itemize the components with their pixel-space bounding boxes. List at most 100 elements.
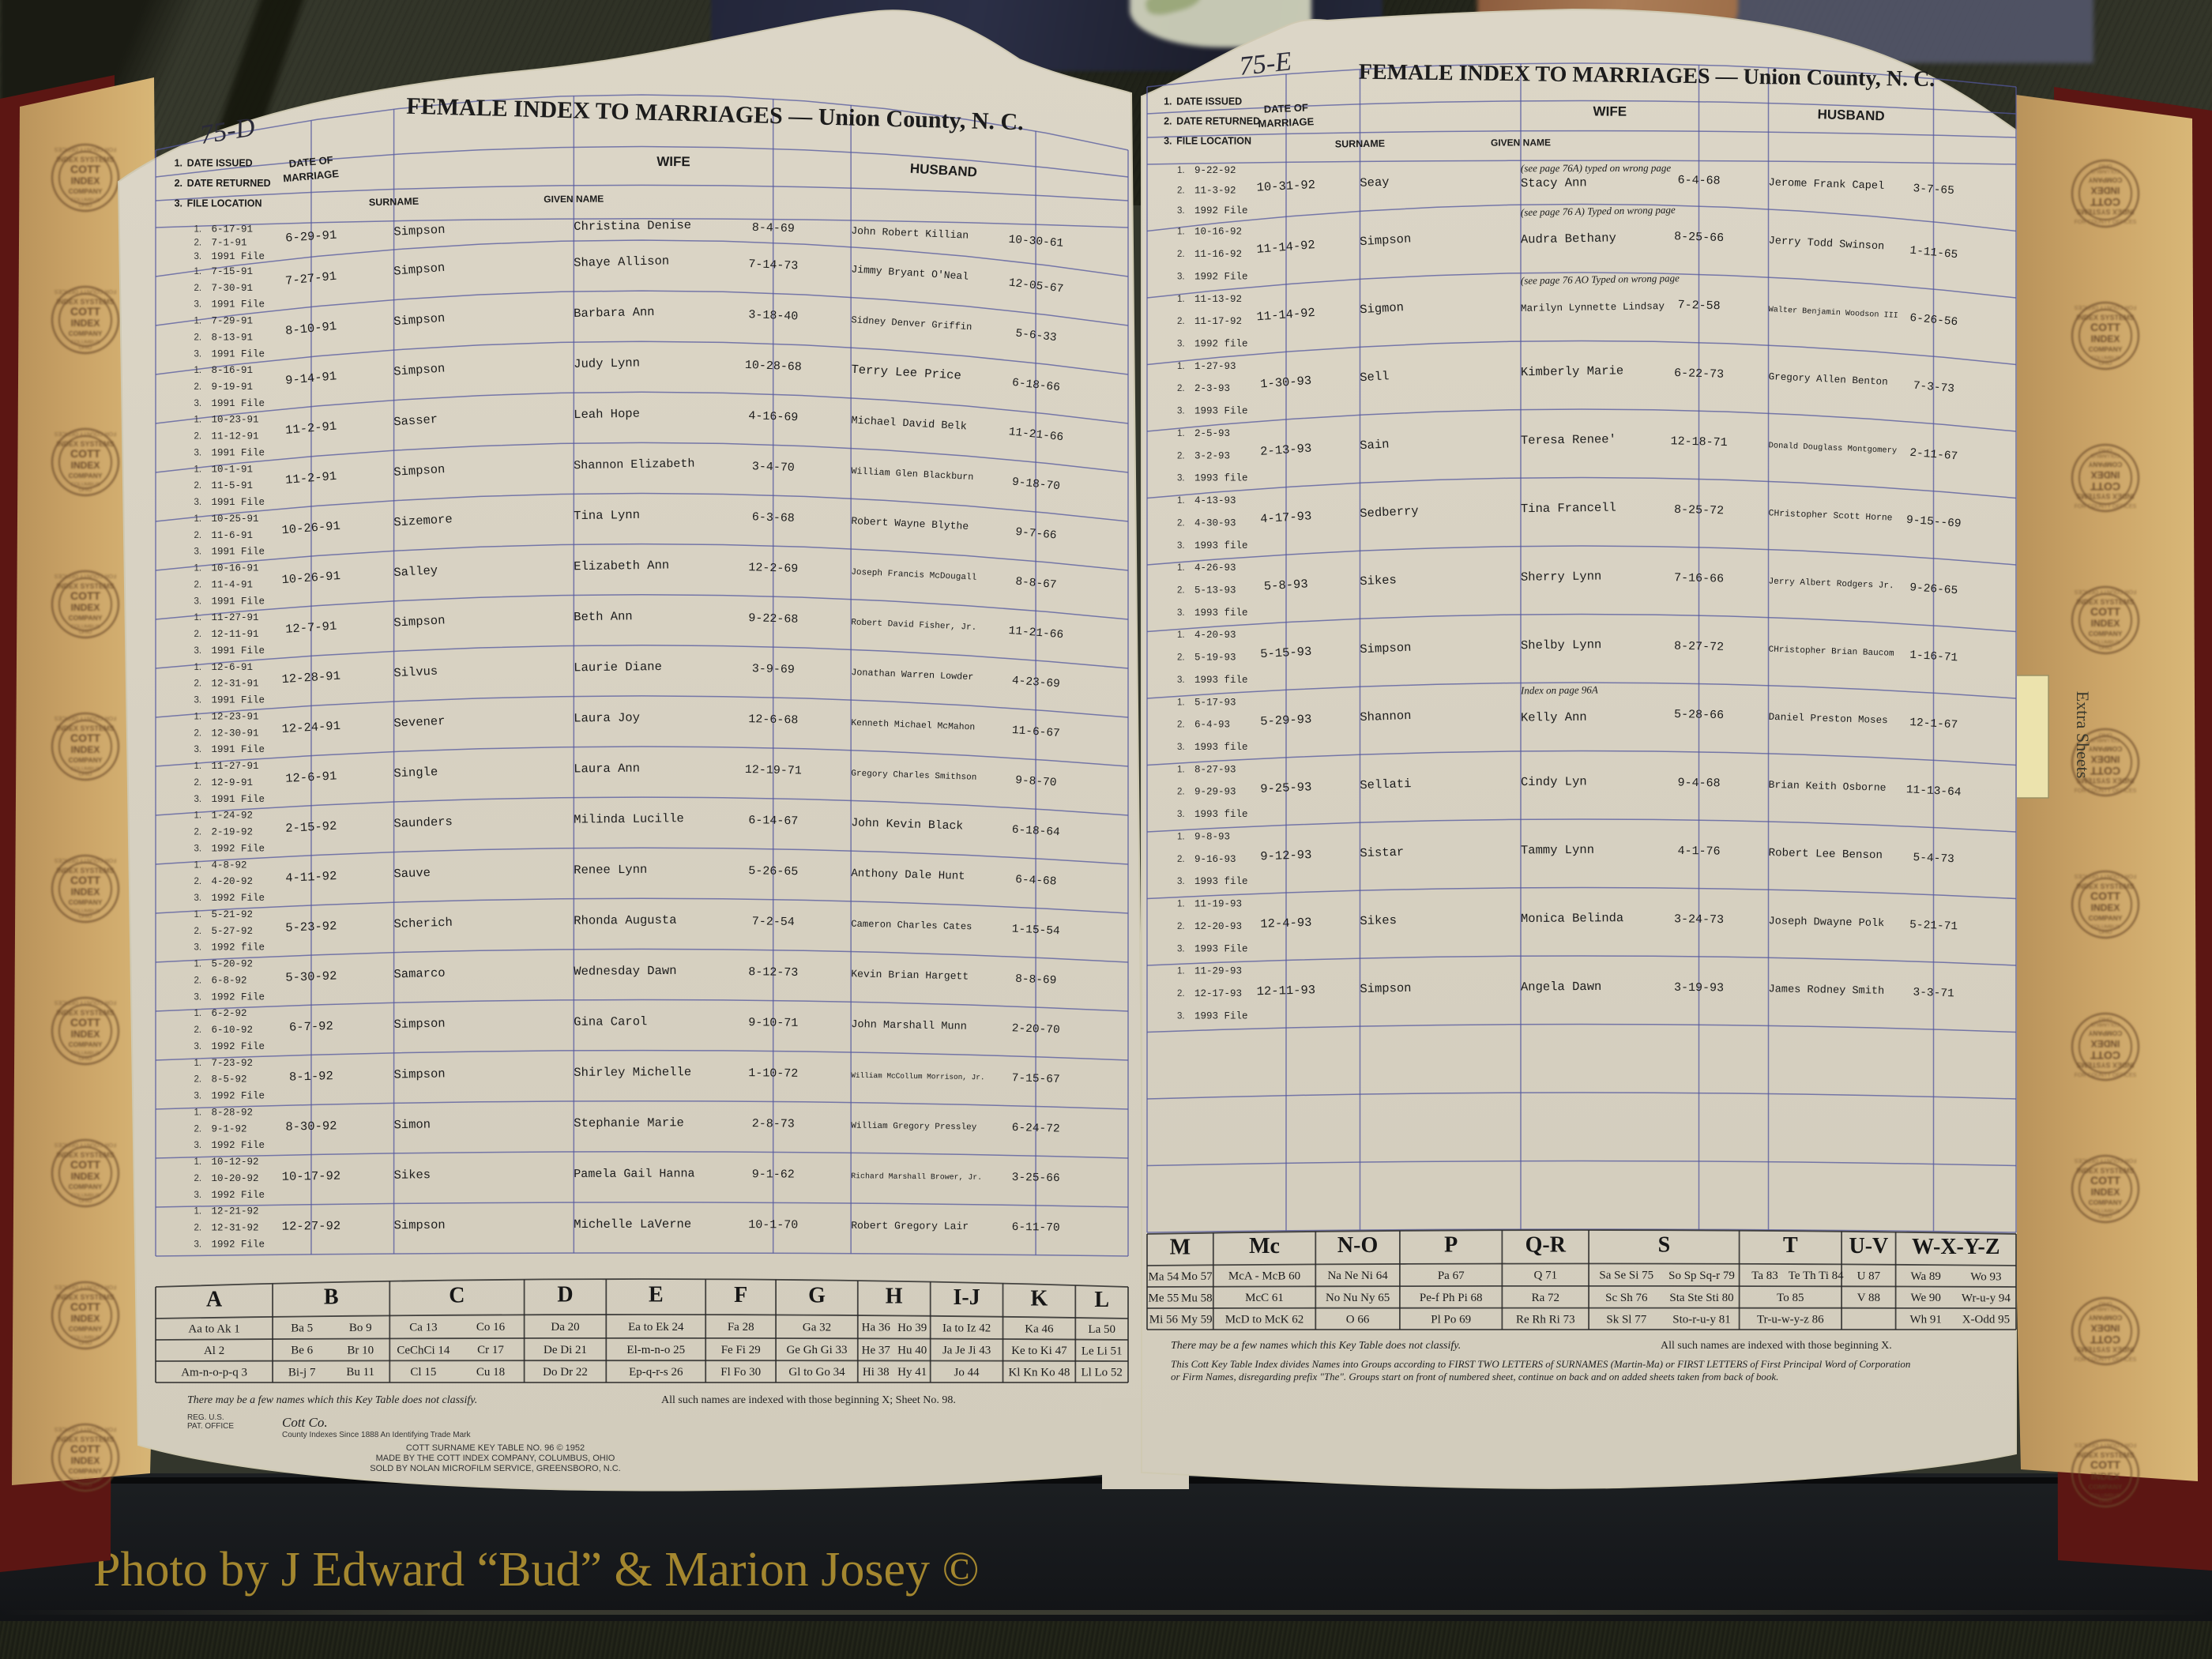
svg-text:1991 File: 1991 File [212,744,265,755]
svg-text:1993 file: 1993 file [1194,742,1248,753]
svg-text:N-O: N-O [1337,1233,1378,1258]
svg-text:(see page 76A) typed on wrong: (see page 76A) typed on wrong page [1521,162,1671,174]
svg-text:Ba 5: Ba 5 [291,1322,313,1335]
svg-text:8-5-92: 8-5-92 [212,1074,247,1085]
svg-text:Tr-u-w-y-z 86: Tr-u-w-y-z 86 [1757,1313,1824,1326]
svg-text:9-1-92: 9-1-92 [212,1123,247,1134]
svg-text:Barbara Ann: Barbara Ann [574,305,655,321]
svg-text:All such names are indexed wit: All such names are indexed with those be… [661,1394,956,1406]
svg-text:Elizabeth Ann: Elizabeth Ann [574,559,669,574]
svg-text:Mo 57: Mo 57 [1181,1270,1213,1283]
svg-text:1.: 1. [1177,563,1185,573]
svg-text:1991 File: 1991 File [212,497,265,508]
svg-text:3.: 3. [1177,608,1185,618]
svg-text:1.: 1. [194,713,202,722]
svg-text:9-10-71: 9-10-71 [748,1016,798,1030]
svg-text:2.: 2. [1177,720,1185,730]
svg-text:3.: 3. [175,198,182,209]
svg-text:Renee Lynn: Renee Lynn [574,863,647,878]
svg-text:Sell: Sell [1360,369,1390,385]
svg-text:8-13-91: 8-13-91 [212,332,254,343]
svg-text:3.: 3. [1177,743,1185,752]
svg-text:Single: Single [393,765,438,781]
svg-text:K: K [1031,1287,1048,1311]
svg-text:X-Odd 95: X-Odd 95 [1962,1314,2010,1326]
svg-text:3-18-40: 3-18-40 [748,308,799,323]
svg-text:5-21-71: 5-21-71 [1909,919,1958,933]
svg-text:2-20-70: 2-20-70 [1011,1022,1059,1036]
svg-text:U-V: U-V [1849,1234,1889,1258]
svg-text:We 90: We 90 [1911,1292,1941,1304]
svg-text:Ge Gh Gi 33: Ge Gh Gi 33 [786,1344,847,1356]
svg-text:1993 File: 1993 File [1194,406,1248,417]
svg-text:De Di 21: De Di 21 [544,1344,587,1356]
svg-text:1991 File: 1991 File [212,299,265,310]
svg-text:1-27-93: 1-27-93 [1194,361,1236,372]
svg-text:6-4-68: 6-4-68 [1015,874,1057,889]
svg-text:Fl Fo 30: Fl Fo 30 [720,1366,761,1379]
svg-text:Beth Ann: Beth Ann [574,609,633,624]
svg-text:7-29-91: 7-29-91 [212,316,254,327]
svg-text:10-20-92: 10-20-92 [212,1173,259,1184]
svg-text:Pa 67: Pa 67 [1438,1270,1465,1282]
svg-text:11-12-91: 11-12-91 [212,431,259,442]
svg-text:3-4-70: 3-4-70 [752,460,796,475]
svg-text:Shelby Lynn: Shelby Lynn [1521,638,1602,653]
svg-text:Jo 44: Jo 44 [954,1366,980,1379]
svg-text:Wh 91: Wh 91 [1909,1313,1941,1326]
svg-text:Richard Marshall Brower, Jr.: Richard Marshall Brower, Jr. [851,1172,982,1182]
svg-text:1991 File: 1991 File [212,695,265,706]
svg-text:P: P [1444,1233,1458,1258]
svg-text:Ia to Iz 42: Ia to Iz 42 [942,1322,991,1335]
svg-text:11-13-92: 11-13-92 [1194,294,1242,305]
svg-text:2.: 2. [1177,186,1185,196]
svg-text:2.: 2. [194,778,202,788]
svg-text:1992 File: 1992 File [1194,205,1248,216]
svg-text:DATE ISSUED: DATE ISSUED [187,157,253,168]
svg-text:1992 File: 1992 File [212,1041,265,1052]
svg-text:11-4-91: 11-4-91 [212,580,254,591]
svg-text:Ep-q-r-s 26: Ep-q-r-s 26 [629,1366,683,1379]
svg-text:1992 file: 1992 file [1194,339,1248,350]
svg-text:C: C [449,1284,465,1308]
svg-text:1991 File: 1991 File [212,645,265,656]
svg-text:1.: 1. [194,267,202,276]
svg-text:No Nu Ny 65: No Nu Ny 65 [1326,1292,1390,1304]
svg-text:Cu 18: Cu 18 [476,1366,505,1379]
svg-text:Ll Lo 52: Ll Lo 52 [1081,1367,1123,1379]
svg-text:A: A [206,1287,223,1311]
svg-text:3.: 3. [194,943,202,953]
svg-text:12-4-93: 12-4-93 [1260,916,1312,931]
svg-text:Hy 41: Hy 41 [897,1366,927,1379]
svg-text:PAT. OFFICE: PAT. OFFICE [187,1422,234,1431]
svg-text:W-X-Y-Z: W-X-Y-Z [1912,1235,1999,1259]
svg-text:F: F [734,1283,747,1307]
svg-text:Sedberry: Sedberry [1360,504,1419,521]
svg-text:3.: 3. [194,1191,202,1200]
svg-text:2.: 2. [1177,317,1185,326]
svg-text:8-28-92: 8-28-92 [212,1107,254,1118]
svg-text:1.: 1. [194,1207,202,1217]
svg-text:Pe-f Ph Pi 68: Pe-f Ph Pi 68 [1420,1292,1483,1304]
svg-text:2.: 2. [1177,586,1185,596]
svg-text:McC 61: McC 61 [1245,1292,1284,1304]
svg-text:10-28-68: 10-28-68 [745,359,803,374]
svg-text:4-13-93: 4-13-93 [1194,495,1236,506]
svg-text:1992 File: 1992 File [212,1190,265,1201]
svg-text:1.: 1. [194,762,202,771]
svg-text:Simpson: Simpson [393,223,446,239]
svg-text:6-4-68: 6-4-68 [1677,174,1720,188]
svg-text:Fe Fi 29: Fe Fi 29 [721,1344,761,1356]
svg-text:1.: 1. [1177,166,1185,175]
svg-text:12-11-93: 12-11-93 [1256,983,1315,999]
svg-text:Simpson: Simpson [393,1218,445,1233]
svg-text:3.: 3. [1177,541,1185,551]
svg-text:There may be a few names which: There may be a few names which this Key … [187,1394,477,1406]
svg-text:12-31-92: 12-31-92 [212,1223,259,1234]
svg-text:Bu 11: Bu 11 [346,1366,374,1379]
svg-text:5-15-93: 5-15-93 [1260,645,1312,661]
svg-text:FILE LOCATION: FILE LOCATION [187,198,262,209]
svg-text:3.: 3. [194,646,202,656]
svg-text:12-9-91: 12-9-91 [212,777,254,788]
svg-text:1991 File: 1991 File [212,251,265,262]
